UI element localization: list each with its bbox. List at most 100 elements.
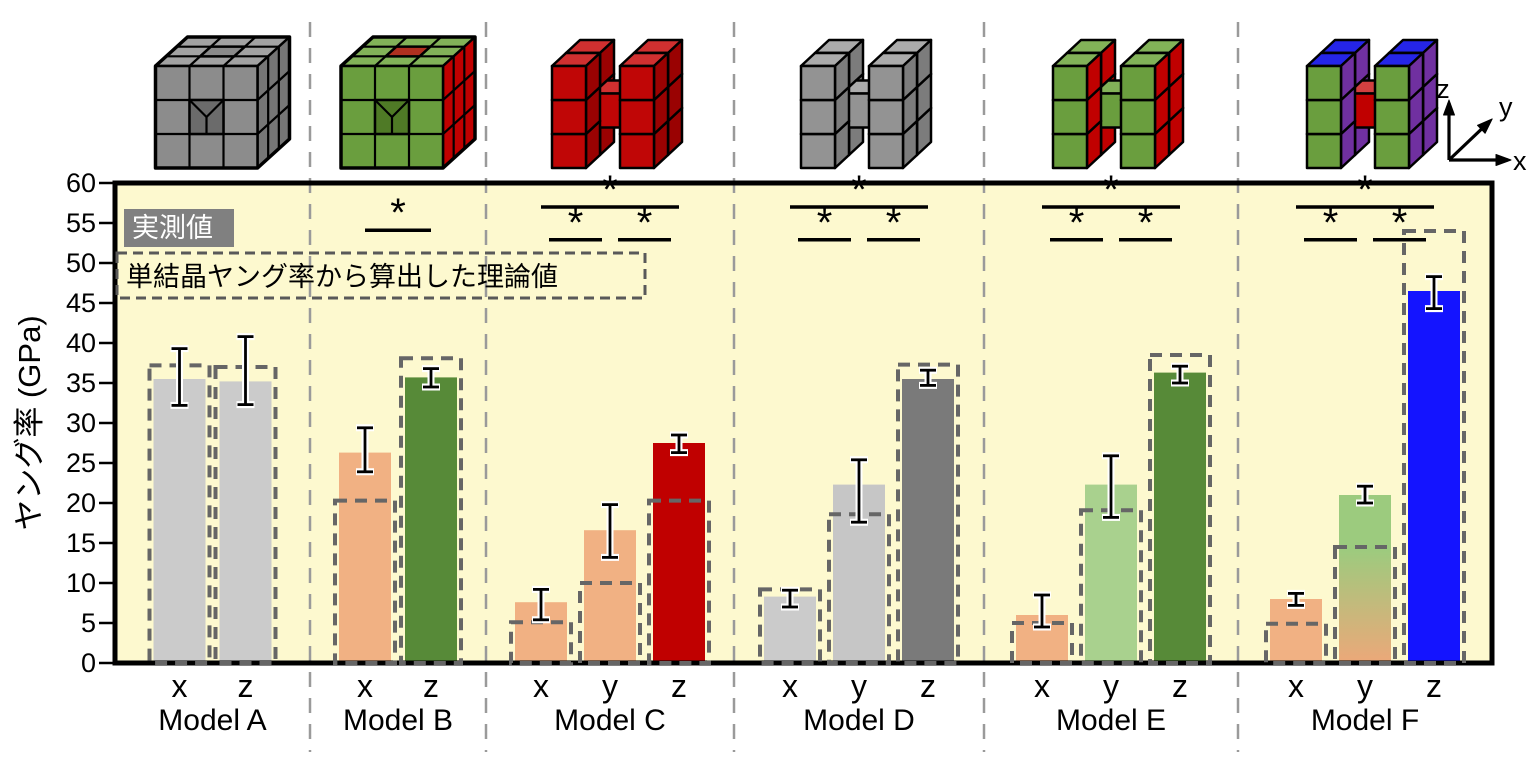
y-tick-label: 25 xyxy=(66,448,96,478)
sig-star: * xyxy=(1357,168,1373,212)
cube-face xyxy=(1477,118,1493,134)
bar-direction-label: y xyxy=(602,668,618,704)
sig-star: * xyxy=(886,201,902,245)
y-tick-label: 55 xyxy=(66,208,96,238)
triad-y-label: y xyxy=(1499,92,1513,122)
sig-star: * xyxy=(1323,201,1339,245)
cube-grid-line xyxy=(256,70,291,101)
triad-x-label: x xyxy=(1513,146,1527,176)
bar-model-a-x xyxy=(153,379,206,663)
bar-model-c-z xyxy=(653,443,705,663)
cube-face xyxy=(1373,98,1411,136)
model-cube-model-e xyxy=(1051,38,1185,170)
bar-direction-label: z xyxy=(423,668,439,704)
model-cube-model-f xyxy=(1305,38,1439,170)
bar-model-f-x xyxy=(1270,599,1322,663)
cube-face xyxy=(1119,98,1157,136)
sig-star: * xyxy=(851,168,867,212)
y-tick-label: 15 xyxy=(66,528,96,558)
theory-box-model-e-z xyxy=(1148,353,1212,665)
bar-direction-label: x xyxy=(1034,668,1050,704)
bar-direction-label: z xyxy=(238,668,254,704)
theory-box-model-c-y xyxy=(578,581,642,665)
y-tick-label: 45 xyxy=(66,288,96,318)
model-cube-model-c xyxy=(550,38,684,170)
bar-direction-label: x xyxy=(782,668,798,704)
bar-direction-label: y xyxy=(1103,668,1119,704)
bar-direction-label: z xyxy=(1172,668,1188,704)
cube-face xyxy=(867,98,905,136)
cube-face xyxy=(1373,132,1411,170)
bar-direction-label: z xyxy=(1426,668,1442,704)
cube-face xyxy=(550,98,588,136)
cube-face xyxy=(550,132,588,170)
y-tick-label: 40 xyxy=(66,328,96,358)
bar-model-b-x xyxy=(339,452,391,663)
cube-face xyxy=(799,98,837,136)
sig-star: * xyxy=(602,168,618,212)
y-tick-label: 0 xyxy=(81,648,96,678)
bar-model-b-z xyxy=(405,377,457,663)
y-tick-label: 20 xyxy=(66,488,96,518)
legend-theory-box xyxy=(115,251,647,300)
axis-triad: z yx xyxy=(1436,74,1527,176)
theory-box-model-f-y xyxy=(1333,545,1397,665)
cube-face xyxy=(1443,99,1455,116)
cube-face xyxy=(1051,132,1089,170)
cube-face xyxy=(384,45,432,58)
model-name-label: Model C xyxy=(554,704,666,737)
bar-direction-label: z xyxy=(920,668,936,704)
model-name-label: Model F xyxy=(1311,704,1419,737)
bar-model-f-y xyxy=(1339,495,1391,663)
cube-face xyxy=(1373,64,1411,102)
sig-star: * xyxy=(1103,168,1119,212)
sig-star: * xyxy=(568,201,584,245)
cube-grid-line xyxy=(442,70,476,101)
bar-direction-label: x xyxy=(533,668,549,704)
triad-z-label: z xyxy=(1436,74,1450,104)
sig-star: * xyxy=(637,201,653,245)
bar-model-a-z xyxy=(219,381,272,663)
y-axis-title: ヤング率 (GPa) xyxy=(12,315,47,530)
cube-grid-line xyxy=(374,99,393,118)
cube-grid-line xyxy=(391,99,410,118)
model-cube-model-d xyxy=(799,38,933,170)
sig-star: * xyxy=(1392,201,1408,245)
bar-model-d-z xyxy=(902,379,954,663)
cube-face xyxy=(618,64,656,102)
legend-measured-label: 実測値 xyxy=(132,213,213,243)
cube-grid-line xyxy=(205,99,225,118)
model-name-label: Model B xyxy=(343,704,453,737)
model-cube-model-a xyxy=(153,35,292,170)
theory-box-model-d-z xyxy=(896,362,960,665)
bar-model-e-z xyxy=(1154,372,1206,663)
theory-box-model-f-x xyxy=(1264,621,1328,665)
model-name-label: Model D xyxy=(803,704,915,737)
bar-direction-label: y xyxy=(1357,668,1373,704)
cube-face xyxy=(799,132,837,170)
cube-grid-line xyxy=(256,104,291,135)
cube-face xyxy=(799,64,837,102)
cube-face xyxy=(1305,64,1343,102)
bar-direction-label: y xyxy=(851,668,867,704)
cube-face xyxy=(1051,64,1089,102)
cube-face xyxy=(1495,154,1512,166)
y-tick-label: 10 xyxy=(66,568,96,598)
y-tick-label: 50 xyxy=(66,248,96,278)
cube-face xyxy=(339,35,477,170)
model-name-label: Model A xyxy=(158,704,266,737)
cube-face xyxy=(1119,64,1157,102)
y-tick-label: 35 xyxy=(66,368,96,398)
cube-grid-line xyxy=(442,104,476,135)
cube-grid-line xyxy=(188,99,208,118)
y-tick-label: 60 xyxy=(66,168,96,198)
sig-star: * xyxy=(1069,201,1085,245)
cube-face xyxy=(1305,98,1343,136)
y-tick-label: 5 xyxy=(81,608,96,638)
sig-star: * xyxy=(1138,201,1154,245)
cube-face xyxy=(153,35,292,170)
model-cube-model-b xyxy=(339,35,477,170)
cube-face xyxy=(867,132,905,170)
theory-box-model-c-z xyxy=(647,498,711,665)
cube-face xyxy=(550,64,588,102)
